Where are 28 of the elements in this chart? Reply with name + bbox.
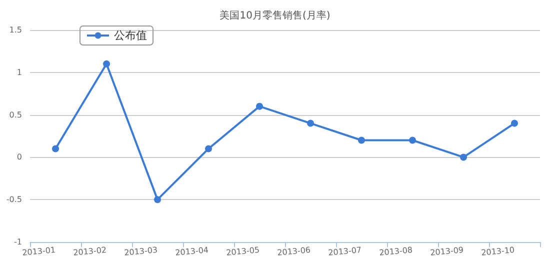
point: [460, 154, 467, 161]
point: [154, 196, 161, 204]
y-tick-label: 0: [16, 152, 22, 162]
y-tick-label: -0.5: [6, 195, 22, 204]
point: [511, 120, 518, 127]
x-tick-label: 2013-01: [22, 246, 56, 258]
x-tick-label: 2013-03: [124, 246, 158, 258]
x-tick-label: 2013-07: [328, 246, 362, 258]
point: [256, 102, 263, 110]
x-tick-label: 2013-08: [378, 246, 413, 258]
x-tick-label: 2013-09: [430, 246, 464, 258]
point: [52, 145, 59, 152]
x-tick-label: 2013-04: [174, 246, 209, 258]
x-tick-label: 2013-06: [276, 246, 311, 258]
x-tick-label: 2013-05: [226, 246, 260, 258]
y-tick-label: -1: [14, 238, 22, 246]
y-tick-label: 0.5: [9, 110, 22, 120]
y-tick-label: 1: [16, 68, 22, 77]
point: [307, 120, 314, 127]
point: [103, 60, 110, 68]
point: [205, 145, 212, 152]
point: [409, 136, 416, 144]
x-tick-label: 2013-10: [480, 246, 515, 258]
point: [358, 136, 365, 144]
x-tick-label: 2013-02: [72, 246, 107, 258]
legend-label: 公布值: [114, 29, 147, 42]
chart-title: 美国10月零售销售(月率): [220, 10, 330, 22]
y-tick-label: 1.5: [9, 26, 22, 34]
